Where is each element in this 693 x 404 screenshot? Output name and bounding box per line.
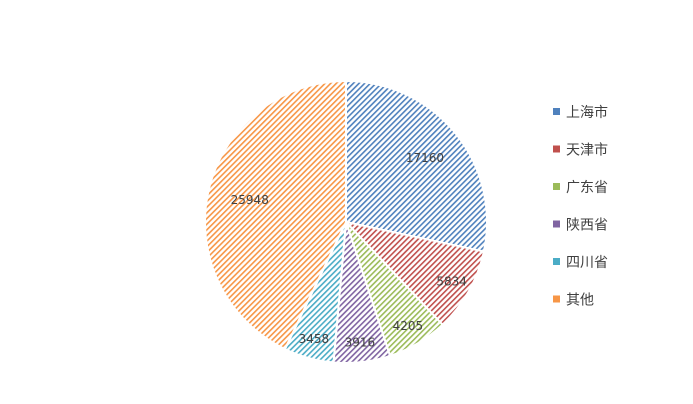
data-label-1: 17160 bbox=[406, 151, 444, 165]
legend-swatch-2 bbox=[553, 145, 560, 153]
legend-label-1: 上海市 bbox=[566, 104, 608, 121]
legend-swatch-5 bbox=[553, 258, 560, 265]
legend-label-6: 其他 bbox=[566, 293, 594, 309]
legend-label-4: 陕西省 bbox=[566, 218, 608, 234]
data-label-6: 25948 bbox=[231, 193, 269, 207]
pie-slice-6 bbox=[204, 79, 347, 351]
legend-swatch-1 bbox=[553, 108, 560, 115]
pie-slices bbox=[204, 79, 488, 364]
data-label-5: 3458 bbox=[299, 332, 330, 346]
data-label-2: 5834 bbox=[436, 275, 467, 289]
legend-label-2: 天津市 bbox=[566, 142, 608, 159]
legend-swatch-6 bbox=[553, 295, 560, 303]
legend-swatch-3 bbox=[553, 183, 560, 190]
data-label-3: 4205 bbox=[393, 319, 424, 333]
data-label-4: 3916 bbox=[345, 335, 376, 349]
data-labels: 17160 5834 4205 3916 3458 25948 bbox=[231, 151, 467, 349]
pie-slice-1 bbox=[345, 79, 488, 253]
pie-slice-2 bbox=[343, 220, 486, 327]
legend-swatch-4 bbox=[553, 220, 560, 228]
legend-label-3: 广东省 bbox=[566, 180, 608, 196]
legend-label-5: 四川省 bbox=[566, 255, 608, 271]
